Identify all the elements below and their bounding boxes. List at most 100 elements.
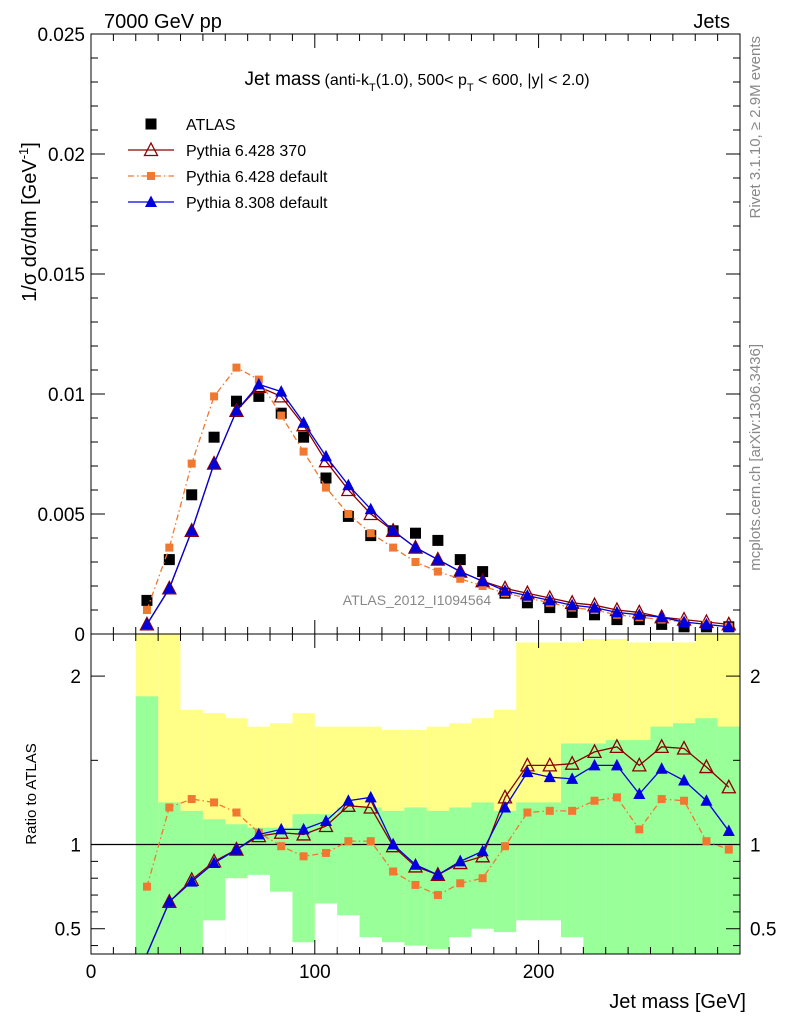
- ratio-point: [210, 798, 219, 807]
- plot-title-sub-t: T: [369, 82, 376, 94]
- data-point: [385, 522, 401, 537]
- ratio-point: [678, 774, 691, 786]
- ratio-point: [433, 891, 442, 900]
- y-tick-label: 0.01: [48, 385, 85, 406]
- ratio-point: [208, 856, 221, 869]
- ratio-point: [700, 794, 713, 806]
- source-label: mcplots.cern.ch [arXiv:1306.3436]: [747, 344, 764, 571]
- ratio-point: [344, 837, 353, 846]
- data-point: [297, 416, 310, 428]
- ratio-point: [165, 803, 174, 812]
- ratio-point: [631, 756, 647, 772]
- ratio-y-tick-label: 2: [70, 667, 81, 688]
- plot-title-sub2: (1.0), 500< p: [376, 72, 467, 89]
- green-band-bin: [292, 814, 315, 954]
- ratio-y-label: Ratio to ATLAS: [23, 743, 40, 844]
- data-point: [521, 589, 534, 601]
- ratio-point: [187, 795, 196, 804]
- data-point: [185, 524, 198, 536]
- data-point: [411, 558, 420, 566]
- data-point: [454, 554, 466, 566]
- white-band-bin: [247, 874, 271, 954]
- x-tick-label: 200: [523, 962, 555, 983]
- main-y-axis: 0 0.005 0.01 0.015 0.02 0.025: [37, 25, 741, 646]
- data-point: [206, 455, 222, 470]
- white-band-bin: [359, 937, 382, 954]
- ratio-point: [321, 848, 330, 857]
- data-point: [364, 502, 377, 515]
- green-band-bin: [560, 743, 584, 954]
- data-point: [431, 553, 444, 565]
- legend-marker: [143, 141, 159, 157]
- ratio-point: [655, 762, 668, 774]
- data-point: [544, 602, 556, 614]
- white-band-bin: [381, 942, 405, 954]
- ratio-point: [545, 806, 554, 815]
- data-point: [410, 527, 421, 539]
- ratio-point: [568, 806, 577, 815]
- ratio-point: [230, 843, 243, 855]
- data-point: [589, 609, 601, 621]
- x-tick-label: 100: [299, 962, 331, 983]
- data-point: [228, 402, 245, 417]
- ratio-point: [228, 841, 245, 856]
- ratio-point: [521, 765, 534, 778]
- series-line: [146, 383, 729, 628]
- ratio-point: [409, 858, 422, 870]
- white-band-bin: [560, 937, 584, 954]
- plot-title-sub: (anti-k: [325, 72, 370, 89]
- data-point: [476, 574, 489, 587]
- x-tick-label: 0: [86, 962, 97, 983]
- green-band-bin: [493, 810, 517, 954]
- green-band-bin: [672, 723, 696, 954]
- legend-marker: [147, 172, 155, 180]
- data-point: [521, 597, 533, 609]
- plot-title-sub-pt: T: [467, 82, 474, 94]
- green-band-bin: [538, 802, 561, 954]
- data-point: [230, 395, 242, 407]
- ratio-y-tick-label: 0.5: [55, 920, 81, 941]
- ratio-point: [387, 838, 400, 850]
- ratio-point: [431, 868, 444, 880]
- data-point: [253, 390, 265, 402]
- legend-label: Pythia 6.428 default: [186, 169, 328, 186]
- rivet-version-label: Rivet 3.1.10, ≥ 2.9M events: [747, 36, 764, 219]
- ratio-y-tick-label-right: 0.5: [750, 920, 776, 941]
- data-point: [187, 459, 196, 468]
- ratio-point: [612, 793, 621, 802]
- y-tick-label: 0.005: [37, 505, 85, 526]
- ratio-point: [142, 882, 151, 891]
- ratio-point: [721, 778, 737, 794]
- ratio-point: [161, 893, 177, 908]
- ratio-point: [698, 758, 715, 774]
- legend-label: ATLAS: [186, 117, 236, 134]
- data-point: [611, 614, 623, 626]
- ratio-point: [185, 875, 198, 887]
- data-point: [210, 392, 219, 401]
- data-point: [610, 605, 623, 618]
- data-point: [344, 510, 353, 518]
- y-tick-label: 0.02: [48, 145, 85, 166]
- data-point: [142, 606, 151, 614]
- white-band-bin: [516, 920, 539, 954]
- ratio-point: [610, 758, 623, 771]
- data-point: [163, 581, 176, 594]
- ratio-point: [299, 852, 308, 861]
- ratio-point: [523, 808, 532, 817]
- ratio-point: [680, 796, 689, 805]
- legend-label: Pythia 8.308 default: [186, 195, 328, 212]
- legend-marker: [145, 118, 157, 130]
- data-point: [678, 615, 691, 627]
- ratio-point: [364, 790, 377, 803]
- ratio-point: [430, 866, 446, 881]
- process-label: Jets: [693, 11, 730, 33]
- legend: ATLAS Pythia 6.428 370 Pythia 6.428 defaul…: [128, 117, 328, 212]
- data-point: [321, 483, 330, 492]
- plot-title-main: Jet mass: [244, 69, 320, 90]
- data-point: [700, 617, 713, 630]
- ratio-y-tick-label-right: 2: [750, 667, 761, 688]
- ratio-point: [297, 822, 310, 835]
- green-band-bin: [650, 726, 673, 954]
- data-point: [366, 529, 375, 538]
